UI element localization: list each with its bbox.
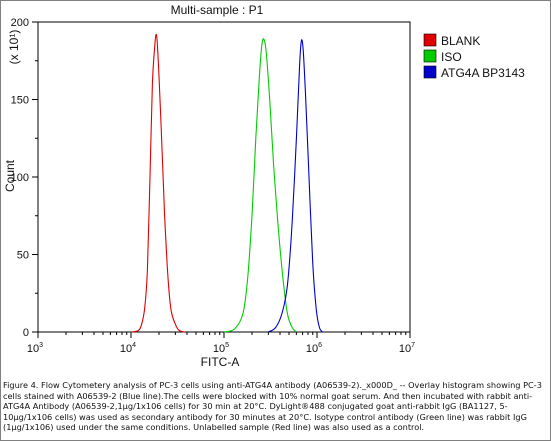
legend-label: ISO	[441, 50, 462, 64]
legend-swatch	[423, 33, 437, 47]
legend-swatch	[423, 49, 437, 63]
chart-title: Multi-sample : P1	[171, 3, 264, 17]
legend: BLANK ISO ATG4A BP3143	[423, 33, 525, 80]
x-axis-title: FITC-A	[201, 355, 240, 369]
series-line-2	[223, 38, 297, 333]
y-tick-label: 200	[11, 17, 29, 29]
histogram-chart: Multi-sample : P1 (x 10¹) Count FITC-A 0…	[3, 3, 525, 369]
legend-label: BLANK	[441, 34, 480, 48]
x-tick-label: 107	[399, 342, 415, 355]
x-tick-label: 106	[306, 342, 322, 355]
plot-area	[37, 21, 411, 333]
y-tick-label: 100	[11, 172, 29, 184]
y-multiplier-label: (x 10¹)	[7, 30, 21, 65]
series-line-3	[268, 39, 324, 333]
x-tick-label: 105	[213, 342, 229, 355]
y-axis: 0 50 100 150 200	[11, 17, 38, 339]
y-tick-label: 50	[17, 250, 29, 262]
x-tick-label: 103	[27, 342, 43, 355]
y-axis-title: Count	[3, 159, 17, 192]
y-tick-label: 0	[23, 327, 29, 339]
figure-caption: Figure 4. Flow Cytometery analysis of PC…	[3, 380, 542, 433]
series-line-1	[130, 33, 186, 333]
y-tick-label: 150	[11, 95, 29, 107]
histogram-curves	[130, 33, 324, 333]
x-axis: 103 104 105 106 107	[27, 332, 415, 355]
legend-swatch	[423, 65, 437, 79]
x-tick-label: 104	[120, 342, 136, 355]
legend-label: ATG4A BP3143	[441, 66, 525, 80]
